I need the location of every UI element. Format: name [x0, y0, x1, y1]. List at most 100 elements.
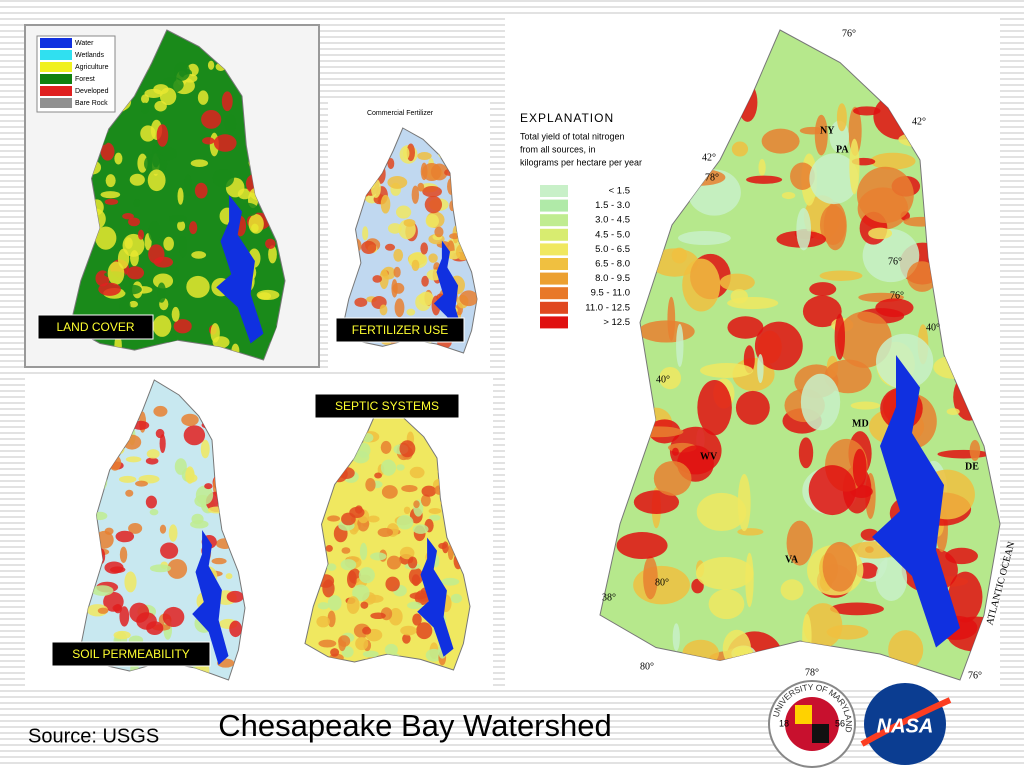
- map-patch: [387, 157, 395, 170]
- map-patch: [413, 500, 420, 509]
- nasa-text: NASA: [877, 715, 934, 737]
- map-patch: [98, 282, 121, 296]
- explanation-text: kilograms per hectare per year: [520, 157, 642, 167]
- map-patch: [119, 546, 128, 563]
- map-patch: [330, 648, 340, 657]
- map-patch: [731, 141, 749, 157]
- class-swatch: [540, 185, 568, 197]
- maps: [69, 29, 1001, 681]
- panel-label-box: [37, 314, 154, 340]
- map-patch: [421, 163, 442, 181]
- umd-year: 18: [779, 718, 789, 728]
- labels: Commercial Fertilizer Water Wetlands Agricu…: [36, 28, 1017, 681]
- map-patch: [100, 142, 115, 161]
- class-label: 3.0 - 4.5: [595, 215, 630, 226]
- map-patch: [160, 542, 179, 559]
- map-patch: [221, 91, 233, 112]
- class-swatch: [540, 199, 568, 212]
- map-patch: [441, 577, 460, 586]
- map-patch: [145, 457, 159, 465]
- map-patch: [393, 266, 401, 278]
- map-patch: [191, 251, 207, 259]
- map-patch: [148, 220, 161, 243]
- map-patch: [746, 175, 783, 184]
- map-patch: [727, 316, 764, 339]
- map-patch: [194, 182, 208, 199]
- class-swatch: [540, 243, 568, 256]
- map-patch: [420, 494, 431, 507]
- map-patch: [407, 601, 422, 610]
- map-patch: [412, 613, 422, 626]
- map-patch: [856, 166, 914, 223]
- map-patch: [338, 635, 351, 647]
- map-patch: [123, 284, 142, 295]
- map-patch: [354, 297, 368, 308]
- map-label: 78°: [805, 667, 819, 678]
- map-patch: [616, 532, 668, 559]
- map-patch: [834, 313, 846, 360]
- map-patch: [140, 94, 150, 104]
- class-label: 4.5 - 5.0: [595, 229, 630, 240]
- map: [79, 379, 246, 681]
- map-patch: [850, 401, 881, 410]
- map-patch: [149, 508, 159, 516]
- map-patch: [159, 87, 177, 106]
- map-patch: [459, 290, 477, 307]
- map-patch: [450, 593, 463, 604]
- class-swatch: [540, 316, 568, 329]
- map-patch: [937, 449, 990, 459]
- map-patch: [365, 594, 384, 603]
- map-patch: [802, 295, 842, 328]
- map-patch: [708, 589, 745, 620]
- map-label: 38°: [602, 592, 616, 603]
- legend-swatch: [40, 74, 72, 84]
- map-patch: [185, 466, 195, 484]
- map-patch: [162, 606, 185, 628]
- map-patch: [678, 231, 731, 246]
- map-patch: [421, 275, 429, 287]
- map-patch: [380, 459, 397, 476]
- map-patch: [786, 520, 813, 566]
- map-label: PA: [836, 144, 849, 155]
- legend-label: Bare Rock: [75, 100, 108, 107]
- map-patch: [104, 198, 119, 205]
- map-patch: [171, 306, 180, 322]
- map-patch: [359, 542, 368, 561]
- map-patch: [189, 221, 198, 235]
- map-patch: [365, 477, 376, 492]
- map-patch: [399, 440, 416, 458]
- map-label: 78°: [705, 172, 719, 183]
- map-patch: [386, 555, 402, 570]
- map-patch: [341, 512, 356, 526]
- legend-swatch: [40, 62, 72, 72]
- map-patch: [381, 485, 398, 499]
- class-swatch: [540, 287, 568, 300]
- map-patch: [730, 289, 748, 304]
- map-label: 76°: [968, 670, 982, 681]
- map-patch: [119, 297, 131, 317]
- map-patch: [190, 159, 209, 168]
- map-patch: [173, 62, 190, 81]
- map-patch: [318, 639, 337, 648]
- map-patch: [875, 333, 934, 390]
- map-patch: [799, 126, 825, 135]
- map-patch: [147, 169, 166, 192]
- map-patch: [207, 60, 215, 70]
- map-patch: [852, 448, 867, 488]
- map-patch: [438, 542, 447, 550]
- map-patch: [129, 173, 145, 186]
- class-label: 5.0 - 6.5: [595, 244, 630, 255]
- map-label: VA: [785, 554, 799, 565]
- map-patch: [380, 194, 391, 214]
- legend-label: Agriculture: [75, 64, 109, 71]
- map-patch: [204, 483, 213, 490]
- map-patch: [403, 506, 411, 515]
- panel-label: FERTILIZER USE: [352, 323, 448, 337]
- map-patch: [387, 175, 408, 189]
- map-patch: [418, 291, 434, 306]
- map-patch: [168, 214, 187, 223]
- class-label: 8.0 - 9.5: [595, 273, 630, 284]
- map-patch: [125, 456, 142, 463]
